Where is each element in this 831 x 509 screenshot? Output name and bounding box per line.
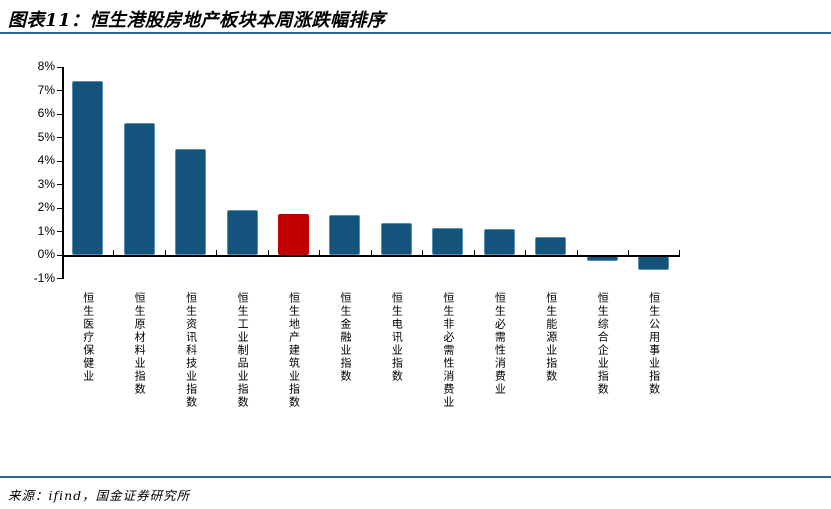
x-axis-label: 恒生工业制品业指数 [236, 292, 250, 409]
x-axis-label: 恒生医疗保健业 [81, 292, 95, 383]
x-axis-label: 恒生能源业指数 [544, 292, 558, 383]
bar [586, 256, 618, 261]
y-axis-label: 1% [37, 223, 55, 238]
x-axis-tick [473, 250, 475, 255]
bar [535, 237, 567, 255]
x-axis-tick [627, 250, 629, 255]
x-axis-zero-line [62, 254, 680, 257]
y-axis-label: 8% [37, 59, 55, 73]
x-axis-tick [113, 250, 115, 255]
y-axis-tick [57, 137, 62, 138]
bar [329, 215, 361, 255]
x-axis-tick [370, 250, 372, 255]
bar [483, 229, 515, 255]
x-axis-label: 恒生金融业指数 [338, 292, 352, 383]
y-axis-tick [57, 184, 62, 185]
x-axis-tick [216, 250, 218, 255]
footer-rule [0, 476, 831, 478]
source-text: 来源：ifind，国金证券研究所 [8, 488, 191, 503]
y-axis-tick [57, 160, 62, 162]
x-axis-label: 恒生公用事业指数 [647, 292, 661, 396]
x-axis-label: 恒生资讯科技业指数 [184, 292, 198, 409]
bar-highlighted [278, 213, 310, 255]
y-axis-label: 4% [37, 153, 55, 167]
y-axis-tick [57, 231, 62, 232]
bar [432, 227, 464, 255]
y-axis-tick [57, 278, 62, 279]
bar [380, 223, 412, 255]
x-axis-label: 恒生原材料业指数 [133, 292, 147, 396]
x-axis-tick [679, 250, 681, 255]
bar [638, 256, 670, 271]
x-axis-tick [576, 250, 578, 255]
x-axis-tick [319, 250, 321, 255]
y-axis-label: 6% [37, 106, 55, 120]
bar [175, 149, 207, 255]
bar [226, 210, 258, 255]
bar [72, 81, 104, 255]
y-axis-label: 0% [37, 247, 55, 261]
y-axis-tick [57, 207, 62, 209]
x-axis-label: 恒生必需性消费业 [493, 292, 507, 396]
y-axis-label: 7% [37, 82, 55, 97]
chart-area: 8% 7% 6% 5% 4% 3% 2% 1% 0% -1% 恒生医疗保健业 恒生原材料业指数 恒生资讯… [33, 59, 681, 409]
x-axis-tick [164, 250, 166, 255]
x-axis-tick [267, 250, 269, 255]
x-axis-label: 恒生非必需性消费业 [441, 292, 455, 409]
y-axis-label: 3% [37, 176, 55, 191]
y-axis-label: -1% [33, 270, 55, 285]
y-axis-tick [57, 254, 62, 256]
x-axis-label: 恒生电讯业指数 [390, 292, 404, 383]
y-axis-label: 2% [37, 200, 55, 214]
chart-title: 图表11：恒生港股房地产板块本周涨跌幅排序 [8, 10, 386, 31]
x-axis-label: 恒生综合企业指数 [596, 292, 610, 396]
y-axis-line [62, 67, 64, 279]
y-axis-tick [57, 66, 62, 68]
bar [123, 123, 155, 255]
x-axis-tick [525, 250, 527, 255]
title-underline [0, 32, 831, 34]
y-axis-tick [57, 90, 62, 91]
y-axis-label: 5% [37, 129, 55, 144]
x-axis-tick [422, 250, 424, 255]
x-axis-label: 恒生地产建筑业指数 [287, 292, 301, 409]
y-axis-tick [57, 113, 62, 115]
